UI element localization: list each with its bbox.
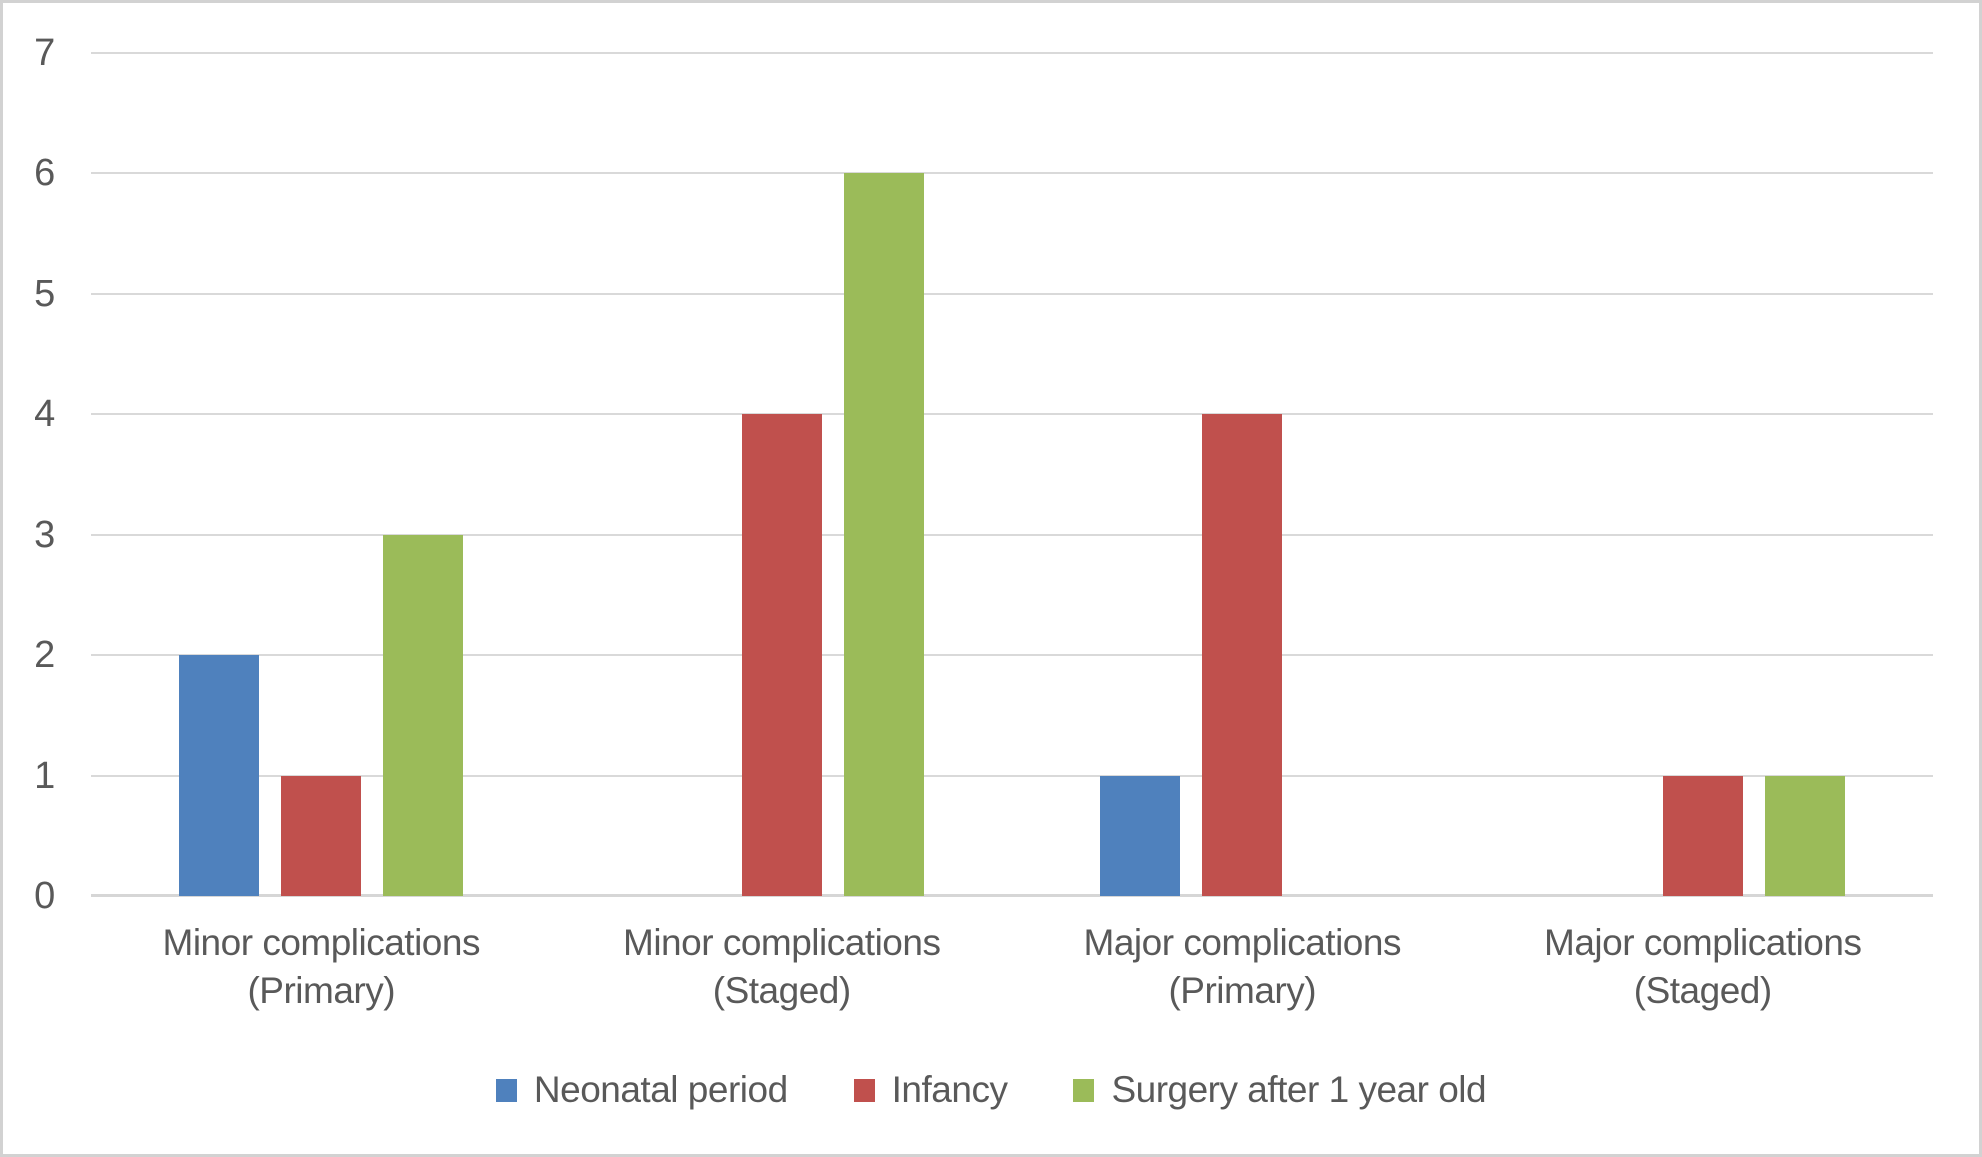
x-axis: Minor complications (Primary) Minor compli… — [91, 919, 1933, 1015]
legend-swatch-icon — [1073, 1078, 1095, 1102]
category-label-line: Major complications — [1083, 922, 1402, 963]
category-label-line: (Primary) — [247, 970, 396, 1011]
legend-swatch-icon — [495, 1078, 517, 1102]
gridline — [91, 533, 1933, 536]
y-tick-label: 1 — [34, 754, 55, 797]
category-label-line: (Primary) — [1168, 970, 1317, 1011]
bar — [1100, 775, 1181, 896]
bar — [843, 173, 924, 896]
gridline — [91, 172, 1933, 175]
legend-swatch-icon — [853, 1078, 875, 1102]
legend-item: Infancy — [853, 1066, 1008, 1114]
category-label-line: (Staged) — [712, 970, 851, 1011]
category-label: Minor complications (Primary) — [91, 919, 552, 1015]
y-tick-label: 4 — [34, 393, 55, 436]
bar — [281, 775, 362, 896]
bar — [1202, 414, 1283, 896]
y-tick-label: 5 — [34, 272, 55, 315]
bar — [179, 655, 260, 896]
bar — [1662, 775, 1743, 896]
bar — [1764, 775, 1845, 896]
legend-item: Neonatal period — [495, 1066, 788, 1114]
gridline — [91, 52, 1933, 54]
legend-item: Surgery after 1 year old — [1073, 1066, 1487, 1114]
legend-label: Infancy — [891, 1069, 1008, 1110]
category-label-line: Major complications — [1544, 922, 1862, 963]
gridline — [91, 654, 1933, 657]
y-tick-label: 0 — [34, 875, 55, 917]
y-tick-label: 7 — [34, 32, 55, 74]
category-label: Major complications (Primary) — [1012, 919, 1473, 1015]
x-axis-line — [91, 894, 1933, 897]
category-label-line: Minor complications — [623, 922, 941, 963]
gridline — [91, 413, 1933, 416]
y-tick-label: 2 — [34, 634, 55, 677]
category-label-line: Minor complications — [162, 922, 481, 963]
legend: Neonatal period Infancy Surgery after 1 ye… — [3, 1065, 1979, 1115]
legend-label: Neonatal period — [533, 1069, 788, 1110]
bar — [383, 534, 464, 896]
bar — [741, 414, 822, 896]
category-label-line: (Staged) — [1633, 970, 1772, 1011]
plot-area — [91, 52, 1933, 897]
legend-label: Surgery after 1 year old — [1111, 1069, 1487, 1110]
category-label: Minor complications (Staged) — [552, 919, 1013, 1015]
category-label: Major complications (Staged) — [1473, 919, 1934, 1015]
y-tick-label: 6 — [34, 152, 55, 195]
gridline — [91, 292, 1933, 295]
y-tick-label: 3 — [34, 513, 55, 556]
gridline — [91, 774, 1933, 777]
